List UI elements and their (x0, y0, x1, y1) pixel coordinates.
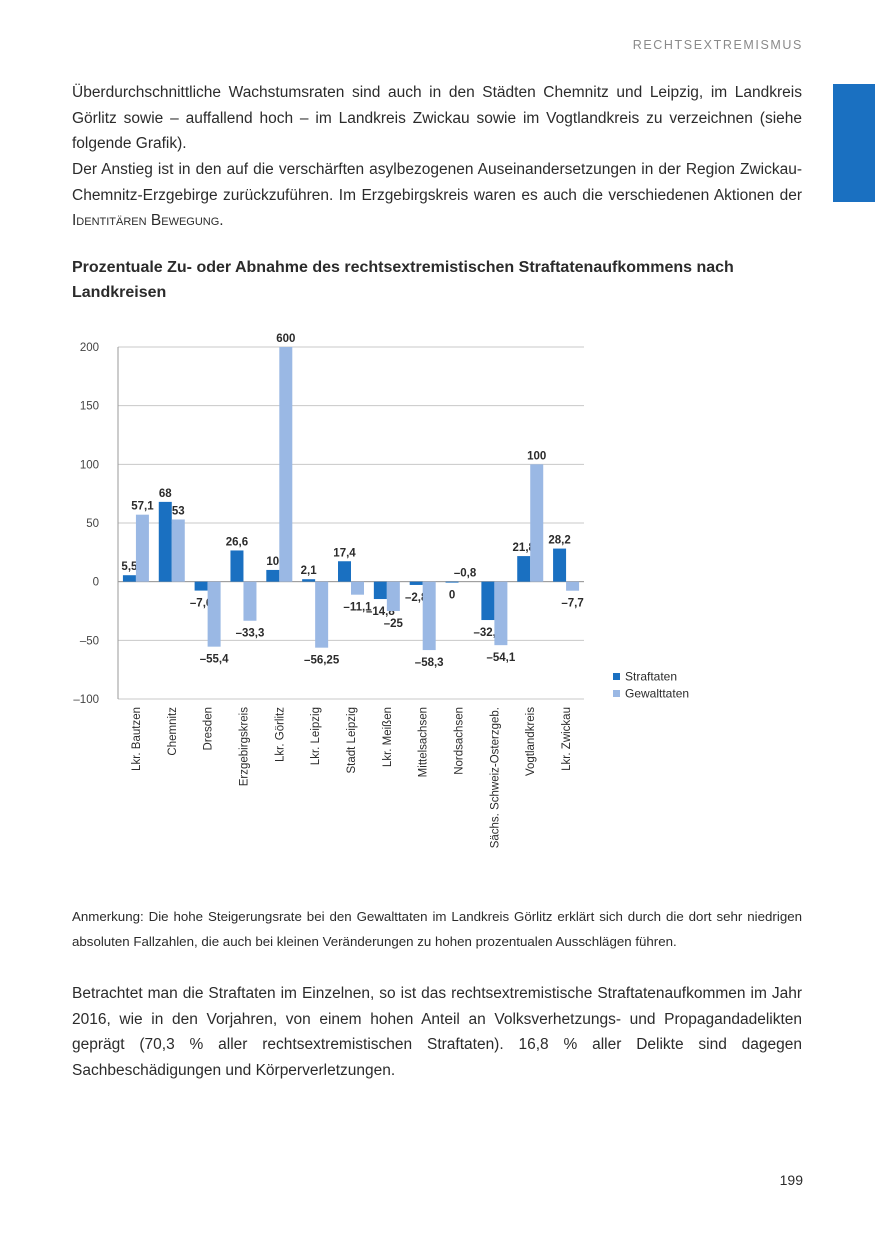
data-label: 57,1 (131, 501, 154, 513)
data-label: 0 (449, 590, 455, 602)
bar-gewalttaten (530, 464, 544, 582)
data-label: –25 (384, 618, 404, 630)
y-tick-label: –100 (73, 694, 99, 706)
legend-swatch (613, 690, 620, 697)
data-label: –33,3 (236, 628, 265, 640)
bar-straftaten (481, 581, 495, 621)
data-label: 100 (527, 450, 546, 462)
data-label: 28,2 (548, 535, 570, 547)
x-category-label: Lkr. Zwickau (561, 707, 573, 771)
bar-gewalttaten (279, 347, 293, 582)
bar-straftaten (158, 501, 172, 582)
intro-text-a: Der Anstieg ist in den auf die verschärf… (72, 161, 802, 204)
x-category-label: Lkr. Leipzig (310, 707, 322, 765)
bar-chart: 200 150 100 50 0 –50 –100 5,5 68 –7,6 26,6 10 2,1 17,… (73, 333, 689, 848)
x-category-label: Stadt Leipzig (346, 707, 358, 774)
bar-straftaten (338, 561, 351, 582)
data-label: –0,8 (454, 568, 477, 580)
identitaere-bewegung-text: Identitären Bewegung (72, 212, 220, 229)
data-label: –54,1 (486, 652, 515, 664)
legend-label: Gewalttaten (625, 687, 689, 701)
x-category-label: Chemnitz (167, 707, 179, 756)
y-tick-label: 0 (93, 577, 99, 589)
intro-text-b: . (219, 212, 224, 229)
y-tick-label: –50 (80, 635, 99, 647)
bar-straftaten (302, 579, 316, 582)
data-label: 600 (276, 333, 295, 345)
x-category-label: Vogtlandkreis (525, 707, 537, 776)
legend-label: Straftaten (625, 670, 677, 684)
data-label: 5,5 (121, 561, 138, 573)
bar-straftaten (230, 550, 244, 582)
bar-gewalttaten (207, 581, 221, 647)
x-category-label: Lkr. Bautzen (131, 707, 143, 771)
bar-straftaten (445, 581, 459, 583)
bar-gewalttaten (315, 581, 329, 648)
x-category-label: Sächs. Schweiz-Osterzgeb. (489, 707, 501, 848)
bar-gewalttaten (243, 581, 257, 621)
data-label: 26,6 (226, 536, 248, 548)
bar-gewalttaten (566, 581, 580, 591)
bar-straftaten (122, 575, 136, 582)
data-label: 17,4 (333, 547, 356, 559)
bar-gewalttaten (135, 514, 149, 582)
bar-straftaten (266, 569, 280, 582)
bar-gewalttaten (494, 581, 508, 646)
data-label: 68 (159, 488, 172, 500)
chart-title: Prozentuale Zu- oder Abnahme des rechtse… (72, 259, 734, 301)
chart-note: Anmerkung: Die hohe Steigerungsrate bei … (72, 909, 802, 949)
data-label: 21,8 (513, 542, 536, 554)
bar-straftaten (409, 581, 423, 585)
data-label: –55,4 (200, 654, 229, 666)
x-category-label: Nordsachsen (454, 707, 466, 775)
bar-straftaten (194, 581, 208, 591)
y-tick-label: 200 (80, 342, 99, 354)
data-label: –56,25 (304, 655, 340, 667)
bar-straftaten (553, 548, 567, 582)
chapter-tab-marker (833, 84, 875, 202)
intro-paragraph-2: Der Anstieg ist in den auf die verschärf… (72, 157, 802, 234)
data-label: –7,6 (190, 598, 212, 610)
x-category-label: Lkr. Meißen (382, 707, 394, 767)
data-label: –7,7 (561, 598, 583, 610)
data-label: –11,1 (343, 602, 372, 614)
y-tick-label: 150 (80, 401, 99, 413)
page-number: 199 (779, 1172, 803, 1188)
bar-straftaten (373, 581, 387, 600)
section-header: RECHTSEXTREMISMUS (632, 38, 803, 52)
intro-paragraph: Überdurchschnittliche Wachstumsraten sin… (72, 84, 802, 152)
data-label: 53 (172, 505, 185, 517)
x-category-label: Lkr. Görlitz (274, 707, 286, 762)
bar-gewalttaten (386, 581, 400, 611)
x-category-label: Dresden (203, 707, 215, 750)
outro-paragraph: Betrachtet man die Straftaten im Einzeln… (72, 985, 802, 1079)
y-tick-label: 100 (80, 459, 99, 471)
bar-gewalttaten (171, 519, 185, 582)
y-tick-label: 50 (86, 518, 99, 530)
bar-gewalttaten (422, 581, 436, 651)
x-category-label: Mittelsachsen (418, 707, 430, 777)
bar-straftaten (517, 556, 531, 582)
data-label: –58,3 (415, 657, 444, 669)
data-label: –2,8 (405, 592, 428, 604)
data-label: 2,1 (301, 565, 318, 577)
x-category-label: Erzgebirgskreis (238, 707, 250, 786)
data-label: 10 (266, 556, 279, 568)
bar-gewalttaten (351, 581, 364, 595)
legend-swatch (613, 673, 620, 680)
